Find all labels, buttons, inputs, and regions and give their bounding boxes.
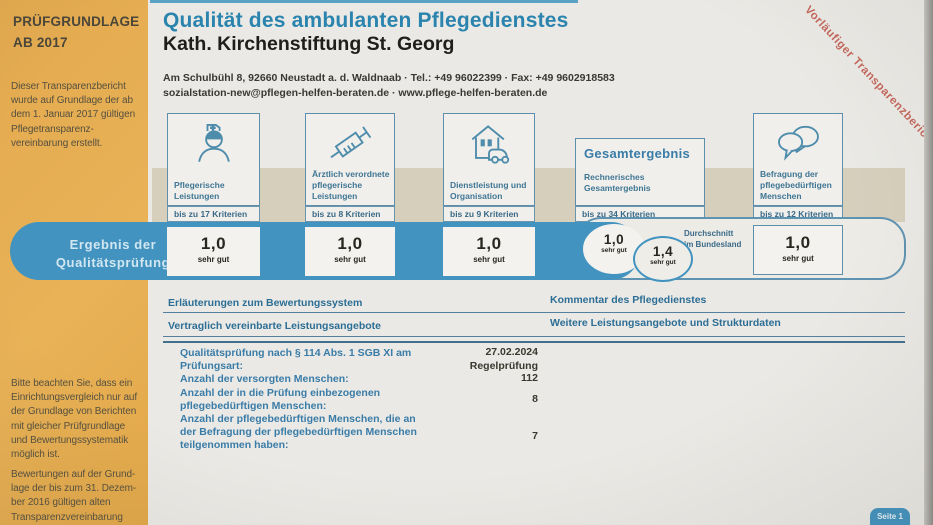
divider [163,336,905,337]
sidebar-paragraph-basis: Dieser Transparenzbericht wurde auf Grun… [11,81,136,149]
score-rating: sehr gut [650,259,676,266]
category-label: Pflegerische Leistungen [174,180,225,202]
connector-strip [843,168,905,222]
contact-web-line: sozialstation-new@pflegen-helfen-beraten… [163,87,548,100]
score-dienstleistung-organisation: 1,0 sehr gut [443,227,535,276]
score-rating: sehr gut [197,255,230,264]
score-state-average: 1,4 sehr gut [633,236,693,282]
page-number-tab: Seite 1 [870,508,910,525]
detail-label-einbezogene-menschen: Anzahl der in die Prüfung einbezogenen p… [180,387,381,413]
contact-address-line: Am Schulbühl 8, 92660 Neustadt a. d. Wal… [163,72,615,84]
score-aerztlich-verordnete-leistungen: 1,0 sehr gut [305,227,395,276]
link-erlaeuterungen: Erläuterungen zum Bewertungssystem [168,297,363,309]
top-border-line [150,0,578,3]
detail-label-befragte-menschen: Anzahl der pflegebedürftigen Menschen, d… [180,413,417,452]
sidebar-title: PRÜFGRUNDLAGE AB 2017 [13,14,140,50]
detail-value-pruefdatum: 27.02.2024 [485,346,538,358]
detail-label-pruefdatum: Qualitätsprüfung nach § 114 Abs. 1 SGB X… [180,347,412,359]
detail-value-befragte-menschen: 7 [532,430,538,442]
connector-strip [260,168,305,222]
category-label: Ärztlich verord­nete pflegerische Leistu… [312,169,390,202]
score-value: 1,0 [337,234,363,253]
category-label: Dienstleistung und Organisation [450,180,527,202]
score-rating: sehr gut [473,255,505,264]
score-value: 1,0 [785,233,811,252]
category-box-gesamtergebnis: Gesamtergebnis Rechnerisches Gesamtergeb… [575,138,705,206]
score-rating: sehr gut [782,254,814,263]
divider [163,312,905,313]
score-value: 1,4 [652,244,674,259]
detail-value-versorgte-menschen: 112 [521,372,538,384]
detail-value-pruefungsart: Regelprüfung [469,360,538,372]
detail-label-pruefungsart: Prüfungsart: [180,360,243,372]
contact-info: Am Schulbühl 8, 92660 Neustadt a. d. Wal… [163,71,615,101]
detail-value-einbezogene-menschen: 8 [532,393,538,405]
gesamtergebnis-header: Gesamtergebnis [584,146,691,161]
category-label: Befragung der pflegebedürftigen Menschen [760,169,832,202]
page-title: Qualität des ambulanten Pflegedienstes [163,9,569,32]
score-value: 1,0 [476,234,502,253]
score-befragung: 1,0 sehr gut [753,225,843,275]
connector-strip [535,168,575,222]
score-value: 1,0 [603,232,625,247]
link-leistungsangebote: Vertraglich vereinbarte Leistungsangebot… [168,320,381,332]
criteria-strip: bis zu 17 Kriterien [167,206,260,222]
category-label: Rechnerisches Gesamtergebnis [584,172,651,194]
state-average-label: Durchschnitt im Bundesland [684,229,742,250]
connector-strip [152,168,167,222]
sidebar-paragraph-comparison: Bewertungen auf der Grund- lage der bis … [11,469,137,523]
criteria-strip: bis zu 8 Kriterien [305,206,395,222]
category-box-dienstleistung-organisation: Dienstleistung und Organisation [443,113,535,206]
divider [163,341,905,343]
link-strukturdaten: Weitere Leistungsangebote und Strukturda… [550,317,781,329]
score-rating: sehr gut [601,247,627,254]
photo-edge [924,0,933,525]
link-kommentar: Kommentar des Pflegedienstes [550,294,707,306]
main-document: Qualität des ambulanten Pflegedienstes K… [10,0,933,525]
score-rating: sehr gut [334,255,366,264]
result-band-label: Ergebnis der Qualitätsprüfung [55,237,171,270]
nurse-icon [168,118,259,175]
provider-name: Kath. Kirchenstiftung St. Georg [163,33,455,55]
speech-bubbles-icon [754,118,842,175]
category-box-aerztlich-verordnete-leistungen: Ärztlich verord­nete pflegerische Leistu… [305,113,395,206]
house-truck-icon [444,118,534,175]
connector-strip [705,168,753,222]
detail-label-versorgte-menschen: Anzahl der versorgten Menschen: [180,373,349,385]
syringe-icon [306,118,394,175]
category-box-pflegerische-leistungen: Pflegerische Leistungen [167,113,260,206]
category-box-befragung: Befragung der pflegebedürftigen Menschen [753,113,843,206]
score-pflegerische-leistungen: 1,0 sehr gut [167,227,260,276]
sidebar-paragraph-note: Bitte beachten Sie, dass ein Einrichtung… [11,378,138,460]
score-value: 1,0 [200,234,227,253]
connector-strip [395,168,443,222]
criteria-strip: bis zu 9 Kriterien [443,206,535,222]
